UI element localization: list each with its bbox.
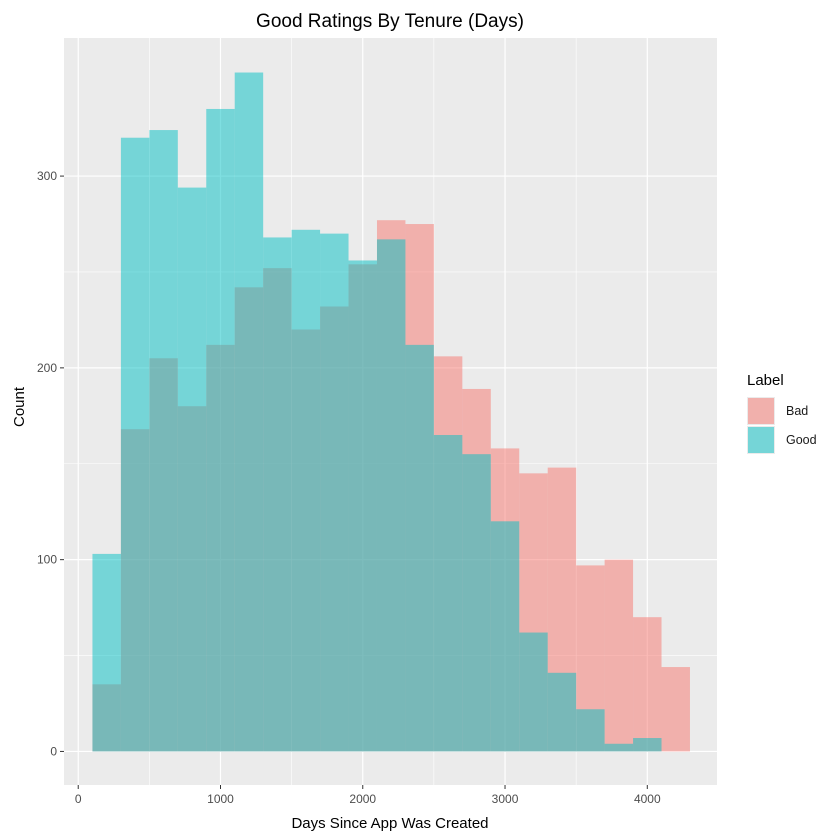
bar-good — [604, 743, 634, 752]
bar-good — [206, 108, 235, 752]
bar-good — [348, 260, 377, 752]
x-tick-label: 2000 — [349, 792, 376, 806]
bar-good — [263, 237, 292, 752]
bar-bad — [661, 667, 690, 752]
bar-good — [519, 632, 548, 752]
bar-good — [576, 709, 605, 752]
bar-good — [405, 344, 434, 752]
bar-bad — [633, 617, 662, 752]
y-tick-label: 0 — [50, 744, 57, 758]
chart-title: Good Ratings By Tenure (Days) — [256, 11, 524, 32]
x-tick-label: 3000 — [492, 792, 519, 806]
legend-key-good — [748, 427, 774, 453]
x-tick-label: 0 — [75, 792, 82, 806]
legend-title: Label — [747, 372, 784, 389]
bar-good — [92, 553, 121, 752]
bar-good — [234, 72, 264, 752]
x-tick-label: 1000 — [207, 792, 234, 806]
series-good — [92, 72, 662, 752]
bar-good — [291, 229, 321, 752]
bar-good — [433, 434, 463, 752]
bar-good — [547, 672, 577, 752]
y-axis-title: Count — [11, 386, 28, 427]
y-tick-label: 100 — [37, 553, 57, 567]
legend-key-bad — [748, 398, 774, 424]
bar-good — [320, 233, 349, 752]
legend-label-bad: Bad — [786, 404, 808, 418]
bar-good — [149, 130, 178, 752]
x-axis-title: Days Since App Was Created — [291, 815, 488, 832]
bar-good — [120, 137, 150, 752]
bar-good — [633, 738, 662, 752]
bar-good — [376, 239, 406, 752]
legend-label-good: Good — [786, 433, 817, 447]
legend: Label Bad Good — [747, 372, 817, 454]
histogram-bars — [92, 72, 690, 752]
y-tick-label: 300 — [37, 169, 57, 183]
y-tick-label: 200 — [37, 361, 57, 375]
y-axis: 0 100 200 300 — [37, 169, 64, 758]
bar-good — [177, 187, 207, 752]
bar-good — [490, 521, 520, 752]
bar-bad — [604, 559, 634, 752]
bar-good — [462, 454, 491, 752]
x-tick-label: 4000 — [634, 792, 661, 806]
x-axis: 0 1000 2000 3000 4000 — [75, 785, 661, 806]
